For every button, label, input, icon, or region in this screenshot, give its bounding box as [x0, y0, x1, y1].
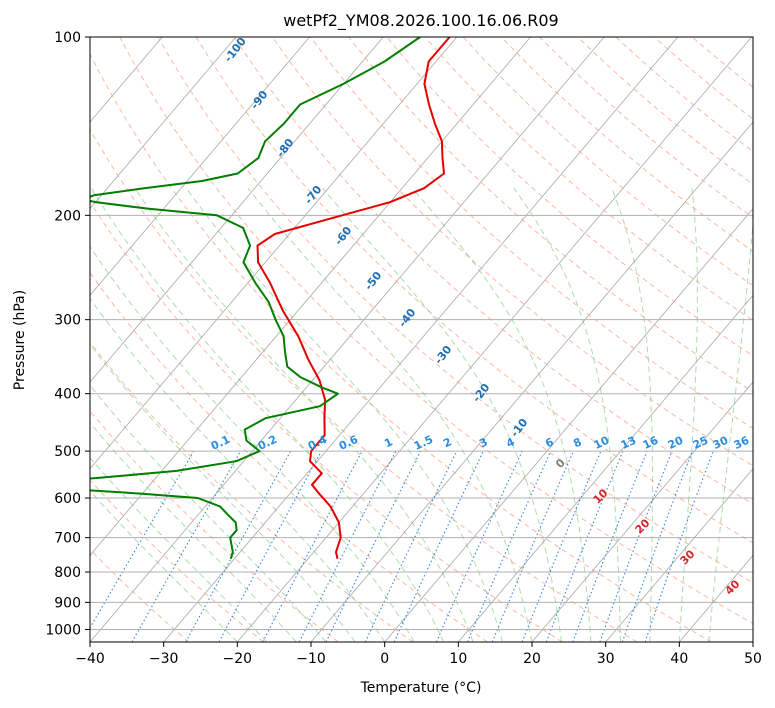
moist-adiabat-line: [412, 187, 592, 642]
mixing-ratio-line: [521, 450, 602, 642]
plot-frame: [89, 36, 754, 643]
mixing-ratio-line: [572, 450, 648, 642]
mixing-ratio-line: [298, 450, 397, 642]
y-tick-label: 700: [54, 531, 81, 547]
dry-adiabat-line: [119, 37, 753, 624]
temperature-profile: [256, 37, 451, 560]
mixing-ratio-line: [599, 450, 673, 642]
pressure-gridlines: [90, 37, 753, 630]
dry-adiabat-line: [195, 37, 753, 544]
mixing-ratio-label: 36: [732, 434, 752, 452]
mixing-ratio-line: [435, 450, 523, 642]
moist-adiabat-line: [247, 187, 533, 642]
isotherm-line: [531, 381, 753, 642]
y-tick-label: 500: [54, 444, 81, 460]
dewpoint-profile: [90, 37, 421, 560]
isotherm-line: [457, 294, 753, 642]
moist-adiabat-line: [678, 188, 698, 642]
x-tick-label: 20: [523, 651, 541, 667]
y-tick-label: 900: [54, 595, 81, 611]
isotherm-line: [90, 37, 531, 556]
mixing-ratio-label: 13: [619, 434, 638, 452]
mixing-ratio-line: [545, 450, 624, 642]
moist-adiabat-line: [90, 384, 327, 642]
mixing-ratio-label: 16: [641, 434, 661, 452]
dry-adiabat-line: [90, 271, 488, 642]
mixing-ratio-label: 30: [711, 434, 731, 452]
profile-lines: [90, 37, 451, 560]
dry-adiabat-line: [90, 128, 638, 642]
moist-adiabat-line: [611, 188, 653, 642]
x-axis: −40 −30 −20 −10 0 10 20 30 40 50: [75, 642, 762, 667]
mixing-ratio-line: [491, 450, 575, 642]
x-tick-label: −10: [296, 651, 326, 667]
dry-adiabat-line: [157, 37, 753, 584]
moist-adiabat-line: [90, 457, 268, 642]
moist-adiabat-line: [708, 216, 753, 642]
moist-adiabat-line: [322, 187, 562, 642]
isotherm-line: [163, 37, 679, 642]
isotherm-line: [236, 37, 752, 642]
x-axis-label: Temperature (°C): [360, 680, 482, 696]
mixing-ratio-label: 10: [592, 434, 612, 452]
x-tick-label: 0: [380, 651, 389, 667]
dry-adiabat-line: [90, 201, 563, 642]
x-tick-label: −30: [149, 651, 179, 667]
isotherm-line: [90, 37, 310, 297]
dry-adiabat-line: [90, 479, 264, 642]
moist-adiabat-line: [90, 422, 297, 642]
y-tick-label: 200: [54, 208, 81, 224]
mixing-ratio-line: [325, 450, 422, 642]
y-tick-label: 400: [54, 387, 81, 403]
mixing-ratio-line: [466, 450, 552, 642]
dry-adiabat-line: [233, 37, 753, 505]
x-tick-label: 30: [597, 651, 615, 667]
dry-adiabat-line: [90, 548, 190, 642]
mixing-ratio-line: [621, 450, 693, 642]
dry-adiabat-line: [386, 37, 753, 357]
x-tick-label: 40: [670, 651, 688, 667]
isotherm-line: [90, 37, 384, 383]
moist-adiabat-line: [90, 187, 445, 642]
chart-title: wetPf2_YM08.2026.100.16.06.R09: [283, 11, 558, 31]
x-tick-label: 50: [744, 651, 762, 667]
moist-adiabat-line: [90, 297, 386, 642]
background-lines: [90, 37, 753, 642]
dry-adiabat-line: [90, 341, 414, 642]
x-tick-label: −20: [223, 651, 253, 667]
mixing-ratio-label: 20: [666, 434, 686, 452]
dry-adiabat-line: [424, 37, 753, 322]
moist-adiabat-line: [185, 187, 503, 642]
y-tick-label: 800: [54, 565, 81, 581]
moist-adiabat-line: [90, 490, 238, 642]
mixing-ratio-line: [218, 450, 322, 642]
y-axis-label: Pressure (hPa): [12, 290, 28, 390]
mixing-ratio-line: [185, 450, 292, 642]
mixing-ratio-line: [644, 450, 714, 642]
moist-adiabat-line: [513, 187, 621, 642]
isotherm-line: [384, 207, 753, 642]
y-axis: 1000 900 800 700 600 500 400 300 200 100: [45, 30, 90, 638]
moist-adiabat-line: [90, 245, 415, 642]
isotherm-line: [605, 467, 753, 642]
mixing-ratio-label: 25: [691, 434, 710, 452]
y-tick-label: 600: [54, 491, 81, 507]
y-tick-label: 300: [54, 313, 81, 329]
y-tick-label: 1000: [45, 622, 81, 638]
moist-adiabat-line: [134, 187, 474, 642]
dry-adiabat-line: [90, 410, 339, 642]
x-tick-label: −40: [75, 651, 105, 667]
isotherm-line: [90, 37, 237, 210]
y-tick-label: 100: [54, 30, 81, 46]
isotherm-line: [310, 121, 753, 642]
dry-adiabat-line: [90, 52, 712, 642]
dry-adiabat-line: [310, 37, 753, 430]
isotherm-line: [90, 37, 605, 642]
x-tick-label: 10: [449, 651, 467, 667]
moist-adiabat-line: [90, 343, 356, 642]
isotherm-line: [90, 37, 458, 470]
